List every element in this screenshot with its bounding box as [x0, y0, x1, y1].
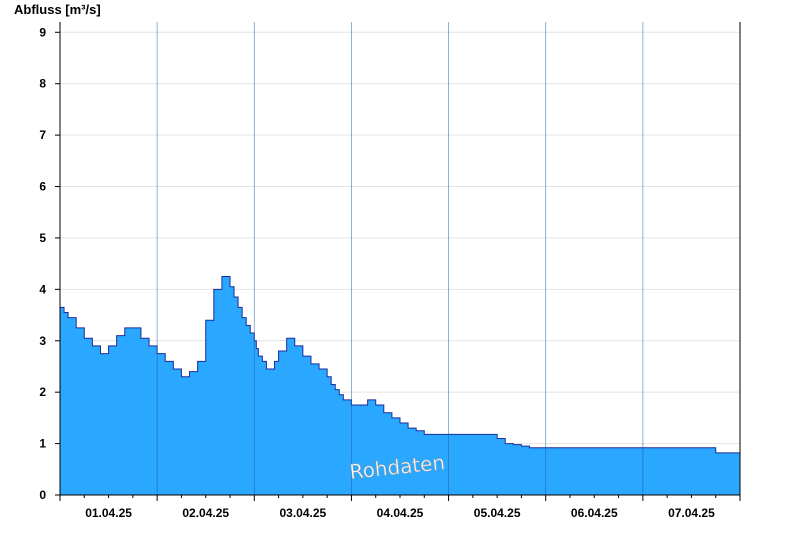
y-tick-label-6: 6 [39, 180, 46, 194]
discharge-area [60, 276, 740, 495]
y-tick-label-3: 3 [39, 334, 46, 348]
x-tick-label-1: 01.04.25 [85, 506, 132, 520]
discharge-line [60, 275, 740, 454]
y-axis-title: Abfluss [m³/s] [14, 2, 101, 17]
x-tick-label-4: 04.04.25 [377, 506, 424, 520]
y-tick-label-4: 4 [39, 282, 46, 296]
y-tick-label-9: 9 [39, 25, 46, 39]
y-tick-label-8: 8 [39, 77, 46, 91]
x-tick-label-2: 02.04.25 [182, 506, 229, 520]
y-tick-label-7: 7 [39, 128, 46, 142]
y-tick-label-2: 2 [39, 385, 46, 399]
x-tick-label-5: 05.04.25 [474, 506, 521, 520]
y-tick-label-0: 0 [39, 488, 46, 502]
x-tick-label-6: 06.04.25 [571, 506, 618, 520]
y-tick-label-1: 1 [39, 437, 46, 451]
y-tick-label-5: 5 [39, 231, 46, 245]
x-tick-label-7: 07.04.25 [668, 506, 715, 520]
x-tick-label-3: 03.04.25 [279, 506, 326, 520]
